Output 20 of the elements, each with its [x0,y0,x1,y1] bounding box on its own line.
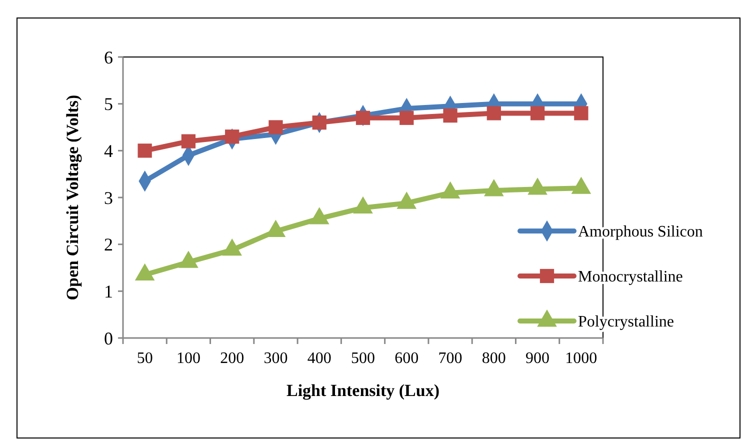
x-tick-label: 400 [307,350,332,367]
x-tick-label: 200 [220,350,244,367]
x-axis-title: Light Intensity (Lux) [286,381,440,400]
x-tick-label: 100 [176,350,200,367]
y-axis-title: Open Circuit Voltage (Volts) [63,94,82,300]
x-tick-label: 50 [136,350,153,367]
x-tick-label: 300 [264,350,288,367]
x-tick-label: 600 [394,350,419,367]
y-tick-label: 2 [104,234,113,255]
x-tick-label: 500 [351,350,375,367]
y-tick-label: 5 [104,94,113,114]
x-tick-label: 700 [438,350,462,367]
y-tick-label: 0 [104,328,113,348]
x-tick-label: 900 [526,350,550,367]
x-tick-label: 1000 [565,350,598,367]
x-tick-label: 800 [482,350,506,367]
y-tick-label: 6 [104,47,113,68]
y-tick-label: 1 [104,281,113,302]
y-tick-label: 4 [104,140,113,161]
y-tick-label: 3 [104,188,113,208]
